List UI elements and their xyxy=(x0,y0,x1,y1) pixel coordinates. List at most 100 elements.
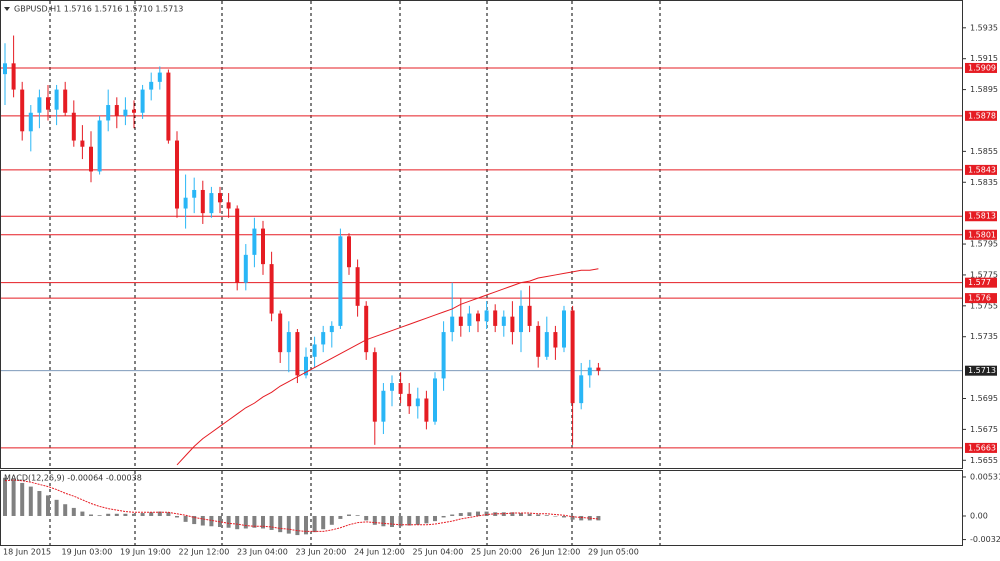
macd-bar xyxy=(347,514,351,516)
candle-body xyxy=(398,383,403,394)
macd-bar xyxy=(46,495,50,516)
level-label: 1.577 xyxy=(968,278,991,287)
candle-body xyxy=(37,97,42,113)
candle-body xyxy=(97,120,102,172)
candle-body xyxy=(286,332,291,353)
candle-body xyxy=(519,305,523,333)
macd-bar xyxy=(570,515,575,520)
candle-body xyxy=(132,109,136,113)
candle-body xyxy=(570,310,575,404)
macd-bar xyxy=(596,515,601,521)
candle-body xyxy=(278,313,283,353)
candle-body xyxy=(28,112,33,132)
level-label-bg xyxy=(965,164,997,175)
candle-body xyxy=(536,325,541,357)
level-label: 1.5663 xyxy=(968,443,996,452)
candle-body xyxy=(441,332,446,379)
candle-body xyxy=(226,202,231,209)
x-tick-label: 19 Jun 03:00 xyxy=(62,548,113,557)
x-tick-label: 29 Jun 05:00 xyxy=(588,548,639,557)
candle-body xyxy=(450,316,455,333)
candle-body xyxy=(295,332,300,376)
macd-bar xyxy=(527,513,532,516)
candle-body xyxy=(510,316,515,333)
candle-body xyxy=(3,63,7,75)
level-label: 1.576 xyxy=(968,294,991,303)
macd-bar xyxy=(372,515,377,525)
candle-body xyxy=(149,81,154,90)
candle-body xyxy=(527,305,532,326)
candle-body xyxy=(63,89,68,113)
macd-bar xyxy=(441,515,446,518)
macd-bar xyxy=(562,515,566,518)
macd-bar xyxy=(553,515,558,517)
x-tick-label: 23 Jun 20:00 xyxy=(296,548,347,557)
macd-bar xyxy=(261,515,265,529)
y-tick-label: 1.5935 xyxy=(970,23,998,32)
macd-title: MACD(12,26,9) -0.00064 -0.00038 xyxy=(4,474,142,483)
macd-bar xyxy=(467,512,472,516)
macd-bar xyxy=(157,511,162,516)
candle-body xyxy=(321,332,326,345)
macd-bar xyxy=(304,515,308,535)
candle-body xyxy=(243,254,248,283)
candle-body xyxy=(20,89,25,132)
macd-bar xyxy=(398,515,403,527)
candle-body xyxy=(476,313,480,322)
x-tick-label: 22 Jun 12:00 xyxy=(179,548,230,557)
macd-bar xyxy=(269,515,274,530)
macd-bar xyxy=(519,513,523,516)
menu-arrow[interactable] xyxy=(4,7,10,11)
macd-bar xyxy=(235,515,240,530)
x-tick-label: 24 Jun 12:00 xyxy=(354,548,405,557)
candle-body xyxy=(200,189,205,214)
macd-bar xyxy=(458,513,463,516)
last-price-label: 1.5713 xyxy=(968,366,996,375)
macd-bar xyxy=(209,515,214,527)
y-tick-label: 0.00531 xyxy=(970,472,1000,481)
candle-body xyxy=(433,378,437,422)
candle-body xyxy=(390,383,394,391)
y-tick-label: 1.5915 xyxy=(970,54,998,63)
candle-body xyxy=(587,367,592,376)
x-tick-label: 18 Jun 2015 xyxy=(3,548,51,557)
candle-body xyxy=(71,112,76,141)
moving-average xyxy=(176,268,599,466)
signal-line xyxy=(4,479,599,532)
y-tick-label: 1.5755 xyxy=(970,301,998,310)
candle-body xyxy=(355,267,360,306)
candle-body xyxy=(89,146,93,172)
macd-bar xyxy=(536,514,541,516)
macd-bar xyxy=(390,515,394,528)
candle-body xyxy=(312,344,317,357)
chart-title: GBPUSD,H1 1.5716 1.5716 1.5710 1.5713 xyxy=(14,5,183,14)
x-tick-label: 23 Jun 04:00 xyxy=(237,548,288,557)
macd-bar xyxy=(587,515,592,521)
macd-bar xyxy=(243,515,248,529)
y-tick-label: -0.00321 xyxy=(970,535,1000,544)
macd-bar xyxy=(123,513,128,516)
macd-bar xyxy=(149,512,154,516)
macd-bar xyxy=(226,515,231,528)
macd-bar xyxy=(510,512,515,516)
candle-body xyxy=(106,105,111,121)
x-tick-label: 25 Jun 04:00 xyxy=(413,548,464,557)
macd-bar xyxy=(338,515,343,519)
candle-body xyxy=(192,189,197,198)
macd-bar xyxy=(278,515,283,533)
candle-body xyxy=(54,89,59,110)
candle-body xyxy=(304,356,308,376)
macd-bar xyxy=(97,515,102,516)
macd-bar xyxy=(71,507,76,516)
candle-body xyxy=(553,332,558,348)
x-tick-label: 19 Jun 19:00 xyxy=(120,548,171,557)
level-label: 1.5801 xyxy=(968,230,996,239)
macd-bar xyxy=(166,512,171,516)
candle-body xyxy=(544,332,549,357)
macd-bar xyxy=(579,515,584,521)
candle-body xyxy=(484,310,489,322)
candle-body xyxy=(209,193,214,214)
macd-bar xyxy=(37,491,42,516)
y-tick-label: 1.5895 xyxy=(970,85,998,94)
main-panel-frame xyxy=(0,0,963,469)
